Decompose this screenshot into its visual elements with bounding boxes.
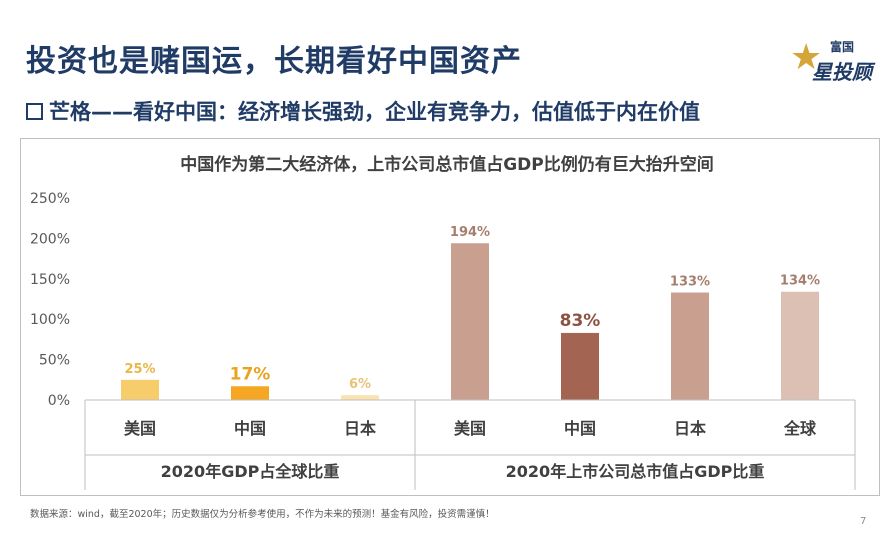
bar [451, 243, 489, 400]
group-label: 2020年上市公司总市值占GDP比重 [506, 462, 765, 481]
logo-top-text: 富国 [830, 40, 855, 54]
bar [671, 292, 709, 400]
x-category-label: 日本 [344, 419, 376, 438]
bar [561, 332, 599, 400]
x-category-label: 美国 [124, 419, 156, 438]
data-label: 134% [780, 274, 820, 289]
footnote: 数据来源：wind，截至2020年；历史数据仅为分析参考使用，不作为未来的预测！… [30, 509, 495, 520]
chart-title: 中国作为第二大经济体，上市公司总市值占GDP比例仍有巨大抬升空间 [180, 155, 714, 175]
bar [341, 395, 379, 400]
data-label: 83% [560, 311, 601, 331]
bar [121, 379, 159, 400]
y-tick-label: 50% [39, 353, 70, 369]
group-label: 2020年GDP占全球比重 [161, 462, 340, 481]
data-label: 194% [450, 225, 490, 240]
bar [781, 291, 819, 400]
star-icon: ★ [790, 37, 823, 78]
x-category-label: 美国 [454, 419, 486, 438]
bar [231, 386, 269, 400]
slide-subtitle: 芒格——看好中国：经济增长强劲，企业有竞争力，估值低于内在价值 [26, 96, 700, 126]
data-label: 25% [124, 362, 155, 377]
data-label: 133% [670, 275, 710, 290]
slide-title: 投资也是赌国运，长期看好中国资产 [26, 44, 522, 79]
x-category-label: 中国 [234, 419, 266, 438]
x-category-label: 中国 [564, 419, 596, 438]
y-tick-label: 150% [30, 272, 70, 288]
data-label: 17% [230, 364, 271, 384]
subtitle-text: 芒格——看好中国：经济增长强劲，企业有竞争力，估值低于内在价值 [49, 100, 700, 124]
page-number: 7 [860, 516, 867, 527]
y-tick-label: 100% [30, 312, 70, 328]
data-label: 6% [349, 377, 371, 392]
y-tick-label: 200% [30, 231, 70, 247]
x-category-label: 全球 [783, 419, 817, 438]
checkbox-bullet-icon [26, 103, 43, 120]
y-tick-label: 0% [48, 393, 70, 409]
fuguo-logo: ★ 富国 星投顾 [790, 36, 880, 86]
logo-main-text: 星投顾 [812, 60, 872, 84]
y-tick-label: 250% [30, 191, 70, 207]
chart-frame [20, 138, 880, 496]
x-category-label: 日本 [674, 419, 706, 438]
